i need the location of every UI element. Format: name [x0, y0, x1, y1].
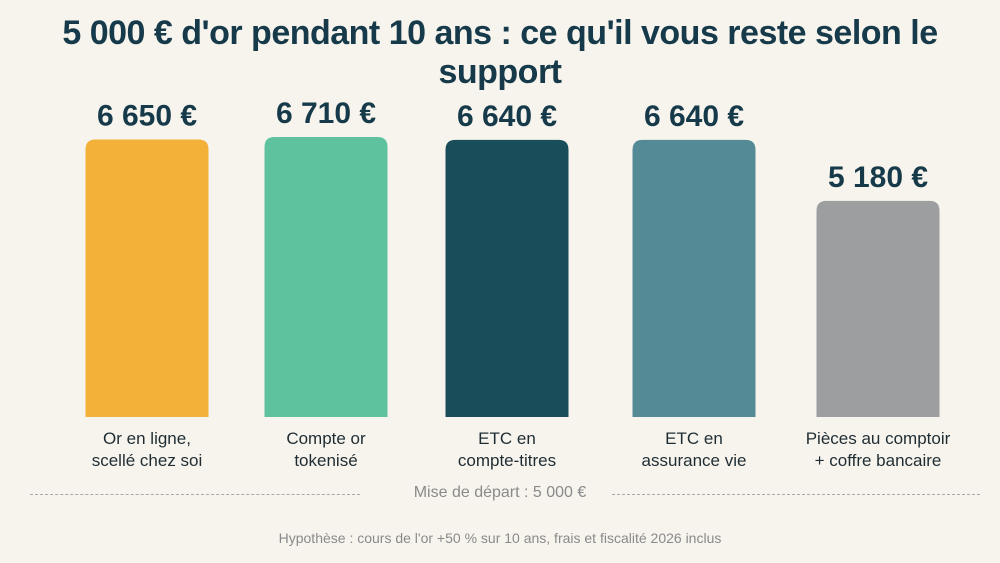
category-label-line: scellé chez soi	[91, 451, 203, 470]
chart-title: 5 000 € d'or pendant 10 ans : ce qu'il v…	[62, 14, 938, 91]
bar-4	[632, 139, 756, 417]
category-label-3: ETC en compte-titres	[422, 428, 592, 472]
category-label-line: Compte or	[286, 429, 366, 448]
category-label-line: tokenisé	[294, 451, 358, 470]
category-label-line: + coffre bancaire	[814, 451, 942, 470]
category-label-4: ETC en assurance vie	[609, 428, 779, 472]
bar-value-label-4: 6 640 €	[644, 100, 744, 133]
category-label-line: compte-titres	[457, 451, 557, 470]
category-label-line: Pièces au comptoir	[805, 429, 951, 448]
category-label-2: Compte or tokenisé	[241, 428, 411, 472]
baseline-row	[30, 484, 980, 504]
bar-value-label-3: 6 640 €	[457, 100, 557, 133]
baseline-dash-right	[612, 494, 980, 495]
bar-3	[445, 139, 569, 417]
category-label-line: ETC en	[478, 429, 536, 448]
category-label-5: Pièces au comptoir + coffre bancaire	[793, 428, 963, 472]
bar-value-label-1: 6 650 €	[97, 100, 197, 133]
bar-5	[816, 200, 940, 417]
category-label-line: assurance vie	[641, 451, 747, 470]
footnote: Hypothèse : cours de l'or +50 % sur 10 a…	[278, 530, 722, 546]
category-label-line: Or en ligne,	[103, 429, 191, 448]
baseline-dash-left	[30, 494, 360, 495]
baseline-label: Mise de départ : 5 000 €	[413, 484, 587, 501]
category-label-1: Or en ligne, scellé chez soi	[62, 428, 232, 472]
bar-value-label-5: 5 180 €	[828, 161, 928, 194]
bar-1	[85, 139, 209, 417]
bar-2	[264, 137, 388, 417]
bar-value-label-2: 6 710 €	[276, 97, 376, 130]
category-label-line: ETC en	[665, 429, 723, 448]
